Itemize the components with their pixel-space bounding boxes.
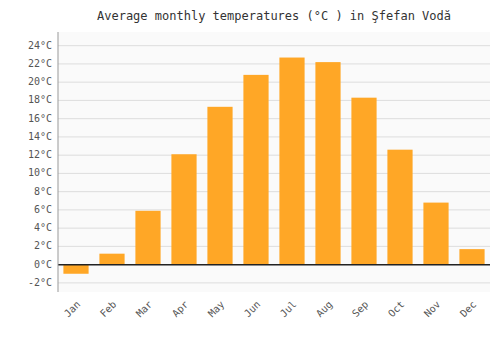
y-tick-labels: -2°C 0°C 2°C 4°C 6°C 8°C 10°C 12°C 14°C 16°C 18°C 2… — [28, 40, 52, 288]
x-tick-labels: Jan Feb Mar Apr May Jun Jul Aug Sep Oct Nov Dec — [62, 299, 479, 320]
x-tick-label: Oct — [386, 299, 407, 320]
y-axis-line — [58, 32, 59, 292]
bar — [387, 150, 412, 265]
y-tick-label: -2°C — [28, 277, 52, 288]
bar — [135, 211, 160, 265]
y-tick-label: 6°C — [34, 204, 52, 215]
y-tick-label: 8°C — [34, 186, 52, 197]
grid-line — [58, 191, 490, 192]
x-tick-label: Mar — [134, 299, 155, 320]
grid-line — [58, 45, 490, 46]
bar — [171, 154, 196, 264]
x-tick-label: Sep — [350, 299, 371, 320]
bar — [63, 265, 88, 274]
grid-line — [58, 100, 490, 101]
y-tick-label: 20°C — [28, 76, 52, 87]
y-tick-label: 24°C — [28, 40, 52, 51]
grid-line — [58, 264, 490, 265]
x-tick-label: Jun — [242, 299, 263, 320]
bar — [243, 75, 268, 265]
grid-line — [58, 155, 490, 156]
grid-line — [58, 82, 490, 83]
y-tick-label: 4°C — [34, 222, 52, 233]
x-tick-label: Apr — [170, 299, 191, 320]
y-tick-label: 0°C — [34, 259, 52, 270]
grid-line — [58, 173, 490, 174]
grid — [58, 46, 490, 283]
bar — [459, 249, 484, 265]
grid-line — [58, 63, 490, 64]
y-tick-label: 10°C — [28, 167, 52, 178]
bar — [315, 62, 340, 265]
bar — [207, 107, 232, 265]
zero-line — [58, 264, 490, 266]
x-tick-label: Aug — [314, 299, 335, 320]
x-tick-label: Dec — [458, 299, 479, 320]
x-tick-label: Jul — [278, 299, 299, 320]
bar — [423, 203, 448, 265]
y-tick-label: 16°C — [28, 113, 52, 124]
x-tick-label: Nov — [422, 299, 443, 320]
grid-line — [58, 118, 490, 119]
plot-area — [58, 32, 490, 292]
grid-line — [58, 136, 490, 137]
y-tick-label: 2°C — [34, 240, 52, 251]
page: {"chart_data": {"type": "bar", "title": … — [0, 0, 500, 350]
grid-line — [58, 282, 490, 283]
y-tick-label: 14°C — [28, 131, 52, 142]
bar — [279, 58, 304, 265]
y-tick-label: 22°C — [28, 58, 52, 69]
bar — [99, 254, 124, 265]
x-tick-label: Jan — [62, 299, 83, 320]
x-tick-label: May — [206, 299, 227, 320]
bars — [63, 58, 484, 274]
y-tick-label: 12°C — [28, 149, 52, 160]
x-tick-label: Feb — [98, 299, 119, 320]
chart: -2°C 0°C 2°C 4°C 6°C 8°C 10°C 12°C 14°C 16°C 18°C 2… — [0, 0, 500, 350]
title: Average monthly temperatures (°C ) in Şf… — [97, 9, 451, 23]
bar — [351, 98, 376, 265]
y-tick-label: 18°C — [28, 94, 52, 105]
